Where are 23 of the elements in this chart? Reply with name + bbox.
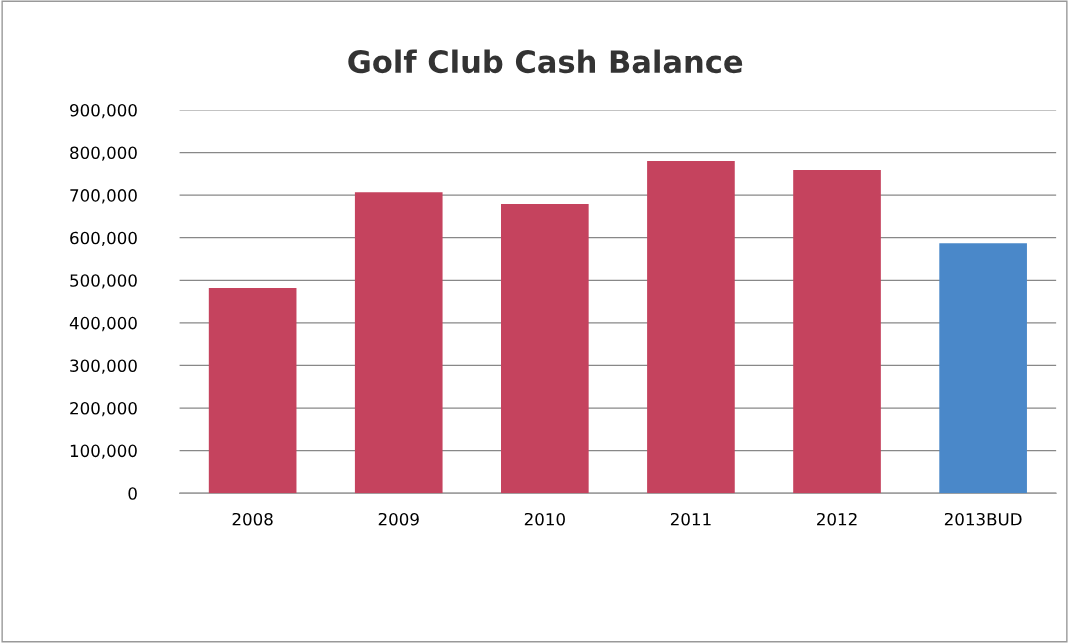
x-tick-label: 2009 <box>378 512 419 526</box>
bar <box>793 169 881 494</box>
x-tick-label: 2011 <box>670 512 711 526</box>
y-tick-label: 100,000 <box>70 444 137 459</box>
bar <box>208 287 297 494</box>
bar <box>647 161 735 494</box>
y-tick-label: 400,000 <box>69 316 137 332</box>
x-tick-label: 2012 <box>817 512 857 526</box>
bar <box>501 204 589 494</box>
x-tick-label: 2013BUD <box>944 512 1022 526</box>
y-tick-label: 700,000 <box>70 189 137 204</box>
y-tick-label: 300,000 <box>70 359 137 374</box>
bar <box>354 192 443 494</box>
x-tick-label: 2010 <box>524 512 565 526</box>
x-tick-label: 2008 <box>232 512 273 526</box>
y-tick-label: 600,000 <box>70 231 137 246</box>
y-tick-label: 900,000 <box>70 103 137 119</box>
y-tick-label: 800,000 <box>70 146 137 161</box>
y-tick-label: 200,000 <box>70 401 137 417</box>
y-tick-label: 0 <box>128 487 137 500</box>
bar <box>939 243 1027 494</box>
chart-title: Golf Club Cash Balance <box>348 49 743 74</box>
y-tick-label: 500,000 <box>70 274 137 289</box>
